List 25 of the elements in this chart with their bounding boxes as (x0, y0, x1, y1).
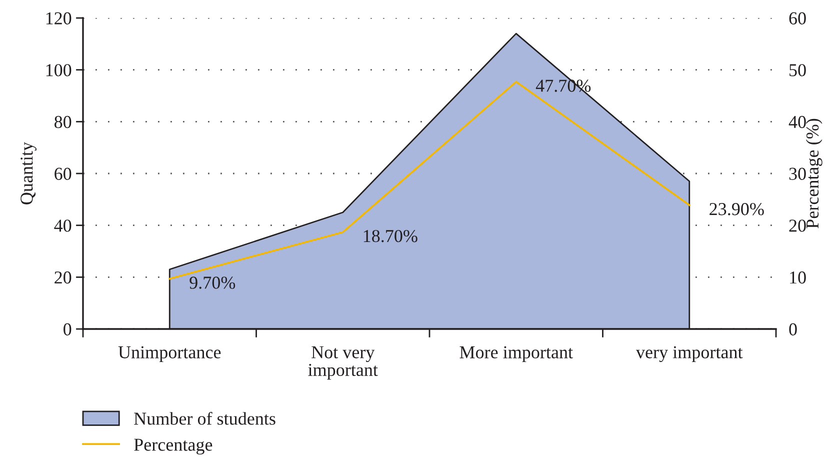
y-tick-label: 100 (46, 64, 72, 76)
y-tick-label: 20 (54, 271, 72, 284)
y2-axis-title: Percentage (%) (806, 118, 822, 228)
y2-tick-label: 20 (789, 220, 806, 232)
x-tick-label: Unimportance (118, 346, 221, 362)
y2-tick-label: 50 (790, 64, 806, 76)
data-label: 18.70% (364, 230, 418, 242)
y-tick-label: 60 (54, 168, 72, 180)
y2-tick-label: 30 (789, 168, 806, 180)
y-tick-label: 0 (64, 323, 72, 336)
y-tick-label: 40 (54, 220, 72, 232)
y2-tick-label: 40 (788, 116, 806, 128)
y2-tick-label: 0 (789, 323, 797, 336)
y2-tick-label: 10 (790, 271, 806, 284)
x-tick-label: very important (636, 346, 743, 362)
legend-label: Number of students (134, 412, 276, 425)
x-tick-label: Not very important (308, 346, 378, 380)
x-tick-label: More important (460, 346, 573, 362)
y-tick-label: 80 (54, 116, 72, 128)
y-tick-label: 120 (46, 12, 72, 24)
data-label: 9.70% (190, 276, 236, 289)
y-axis-title: Quantity (20, 142, 36, 204)
y2-tick-label: 60 (789, 12, 806, 24)
legend-label: Percentage (134, 438, 212, 455)
data-label: 23.90% (710, 203, 764, 216)
